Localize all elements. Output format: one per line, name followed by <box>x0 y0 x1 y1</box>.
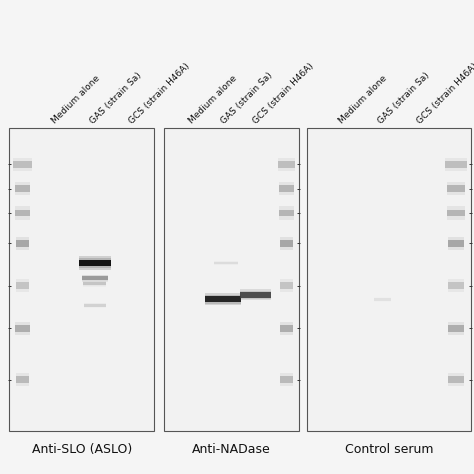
Bar <box>374 297 391 302</box>
Bar <box>448 237 464 250</box>
Bar <box>448 283 464 289</box>
Bar <box>280 373 293 386</box>
Bar <box>280 283 293 289</box>
Bar <box>13 158 32 171</box>
Bar <box>15 185 30 192</box>
Bar <box>280 325 293 331</box>
Bar <box>205 295 241 304</box>
Text: GCS (strain H46A): GCS (strain H46A) <box>127 61 191 126</box>
Bar <box>9 128 154 431</box>
Bar <box>15 325 30 331</box>
Bar <box>448 240 464 246</box>
Bar <box>279 210 294 216</box>
Bar <box>83 282 106 286</box>
Bar <box>279 182 294 195</box>
Bar <box>16 279 29 292</box>
Bar <box>15 321 30 335</box>
Bar <box>13 161 32 168</box>
Text: Medium alone: Medium alone <box>187 74 238 126</box>
Bar <box>278 158 295 171</box>
Bar <box>279 185 294 192</box>
Bar <box>82 275 108 281</box>
Text: GAS (strain Sa): GAS (strain Sa) <box>376 71 431 126</box>
Bar <box>307 128 471 431</box>
Bar <box>79 256 110 270</box>
Bar <box>84 303 106 308</box>
Bar <box>448 376 464 383</box>
Bar <box>16 240 29 246</box>
Bar <box>447 206 465 219</box>
Bar <box>205 296 241 302</box>
Bar <box>240 289 271 301</box>
Text: GAS (strain Sa): GAS (strain Sa) <box>89 71 144 126</box>
Bar <box>15 182 30 195</box>
Bar <box>83 282 106 285</box>
Bar <box>213 261 238 264</box>
Bar <box>84 303 106 308</box>
Bar <box>15 210 30 216</box>
Bar <box>448 279 464 292</box>
Text: Medium alone: Medium alone <box>337 74 389 126</box>
Bar <box>240 291 271 299</box>
Bar <box>164 128 299 431</box>
Text: GAS (strain Sa): GAS (strain Sa) <box>219 71 274 126</box>
Bar <box>280 376 293 383</box>
Bar <box>280 240 293 246</box>
Bar <box>16 373 29 386</box>
Bar <box>279 206 294 219</box>
Bar <box>280 321 293 335</box>
Bar <box>16 376 29 383</box>
Bar <box>448 373 464 386</box>
Text: GCS (strain H46A): GCS (strain H46A) <box>252 61 316 126</box>
Bar <box>82 274 108 282</box>
Bar <box>16 237 29 250</box>
Bar <box>16 283 29 289</box>
Text: GCS (strain H46A): GCS (strain H46A) <box>415 61 474 126</box>
Bar <box>374 298 391 301</box>
Bar <box>205 293 241 305</box>
Bar <box>213 262 238 264</box>
Text: Anti-NADase: Anti-NADase <box>191 443 271 456</box>
Bar <box>84 304 106 307</box>
Bar <box>15 206 30 219</box>
Bar <box>445 158 467 171</box>
Bar <box>240 292 271 298</box>
Bar <box>79 258 110 268</box>
Bar <box>278 161 295 168</box>
Bar <box>213 261 238 265</box>
Bar <box>447 321 465 335</box>
Bar <box>447 210 465 216</box>
Bar <box>79 260 110 266</box>
Bar <box>447 182 465 195</box>
Text: Anti-SLO (ASLO): Anti-SLO (ASLO) <box>32 443 132 456</box>
Text: Control serum: Control serum <box>345 443 433 456</box>
Bar <box>447 185 465 192</box>
Text: Medium alone: Medium alone <box>50 74 101 126</box>
Bar <box>83 281 106 287</box>
Bar <box>82 276 108 280</box>
Bar <box>447 325 465 331</box>
Bar <box>280 237 293 250</box>
Bar <box>445 161 467 168</box>
Bar <box>280 279 293 292</box>
Bar <box>374 298 391 301</box>
